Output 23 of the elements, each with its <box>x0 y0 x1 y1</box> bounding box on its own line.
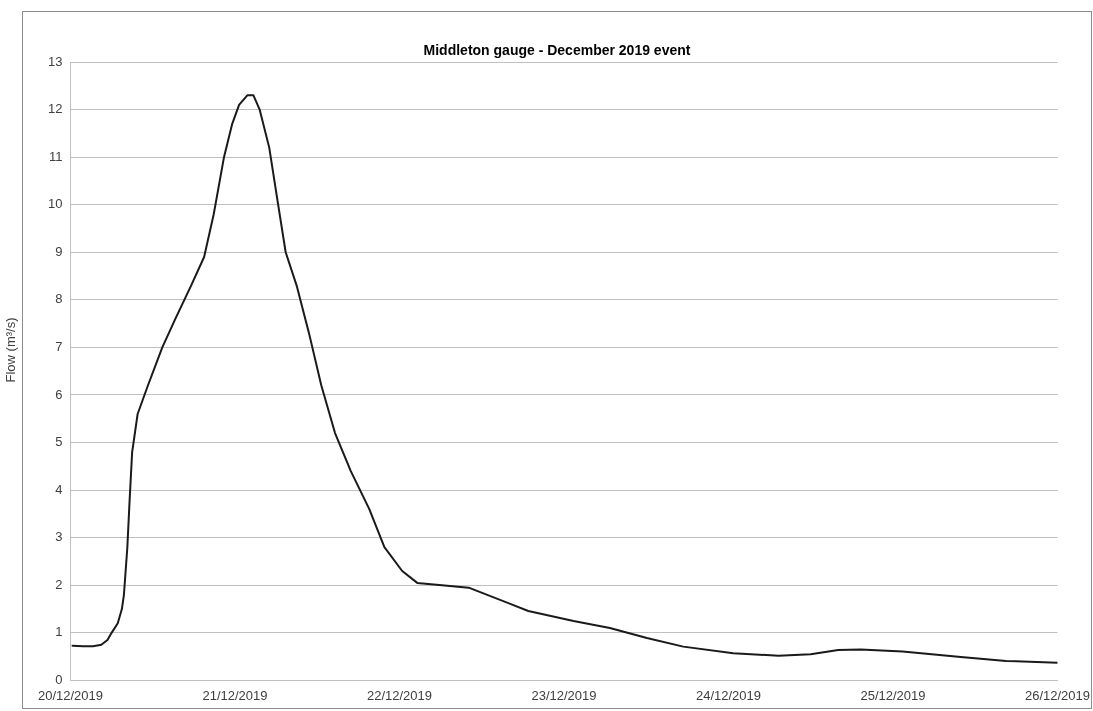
x-tick-label: 26/12/2019 <box>1024 687 1091 703</box>
x-tick-label: 22/12/2019 <box>366 687 432 703</box>
x-tick-label: 21/12/2019 <box>202 687 268 703</box>
y-tick-label: 10 <box>47 196 63 212</box>
y-tick-label: 8 <box>55 291 63 307</box>
y-tick-label: 6 <box>55 386 63 402</box>
y-tick-label: 11 <box>48 148 63 164</box>
chart-title: Middleton gauge - December 2019 event <box>423 42 691 58</box>
y-tick-label: 12 <box>47 101 63 117</box>
y-tick-label: 0 <box>55 671 63 687</box>
x-tick-label: 25/12/2019 <box>860 687 926 703</box>
y-tick-label: 9 <box>55 243 63 259</box>
y-tick-label: 4 <box>55 481 63 497</box>
x-tick-label: 24/12/2019 <box>695 687 761 703</box>
y-tick-label: 3 <box>55 529 63 545</box>
x-tick-label: 23/12/2019 <box>531 687 597 703</box>
y-axis-title: Flow (m³/s) <box>3 317 18 383</box>
y-tick-label: 1 <box>55 624 63 640</box>
x-tick-label: 20/12/2019 <box>37 687 103 703</box>
y-tick-label: 2 <box>55 576 63 592</box>
y-tick-label: 13 <box>47 53 63 69</box>
y-tick-label: 5 <box>55 434 63 450</box>
y-tick-label: 7 <box>55 338 63 354</box>
